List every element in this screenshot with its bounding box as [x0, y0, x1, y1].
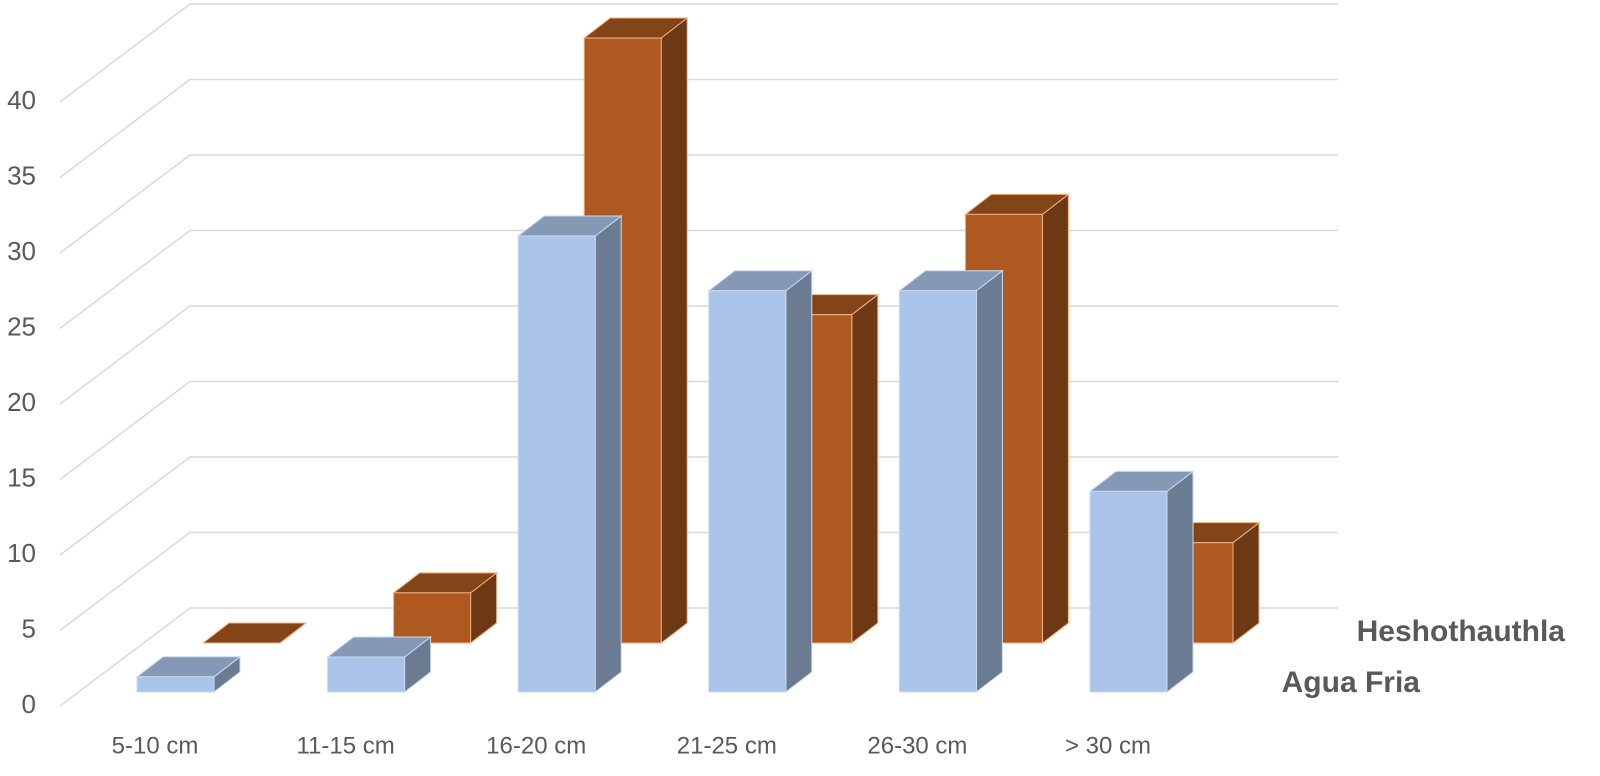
y-tick-label: 40: [7, 85, 36, 115]
bar-side: [1166, 470, 1194, 694]
y-tick-label: 5: [22, 613, 36, 643]
y-tick-label: 15: [7, 462, 36, 492]
x-tick-label: 21-25 cm: [677, 732, 777, 759]
bar: [708, 290, 787, 693]
bar-side: [851, 293, 879, 645]
bar-side: [975, 269, 1003, 694]
bar-side: [594, 214, 622, 694]
grid-line: [59, 305, 1338, 405]
bar: [898, 290, 977, 693]
y-tick-label: 30: [7, 236, 36, 266]
y-tick-label: 0: [22, 689, 36, 719]
y-tick-label: 25: [7, 311, 36, 341]
bar: [327, 656, 406, 693]
bar: [136, 676, 215, 693]
grid-line: [59, 229, 1338, 330]
legend-label: Agua Fria: [1282, 666, 1421, 699]
bar-side: [785, 269, 813, 694]
y-tick-label: 20: [7, 387, 36, 417]
bar-side: [660, 17, 688, 645]
y-tick-label: 35: [7, 160, 36, 190]
y-tick-label: 10: [7, 538, 36, 568]
x-tick-label: 16-20 cm: [486, 732, 586, 759]
bar: [517, 235, 596, 693]
bar: [1089, 490, 1168, 693]
legend-label: Heshothauthla: [1357, 615, 1566, 648]
x-tick-label: > 30 cm: [1065, 732, 1151, 759]
bar: [393, 592, 472, 644]
x-tick-label: 5-10 cm: [112, 732, 199, 759]
grid-line: [59, 154, 1338, 254]
bar-side: [1041, 193, 1069, 645]
x-tick-label: 11-15 cm: [296, 732, 394, 759]
x-tick-label: 26-30 cm: [867, 732, 967, 759]
grid-line: [59, 78, 1338, 179]
bar-top: [201, 622, 308, 644]
grid-line: [59, 380, 1338, 481]
grid-line: [59, 3, 1338, 103]
bar-side: [1232, 521, 1260, 645]
